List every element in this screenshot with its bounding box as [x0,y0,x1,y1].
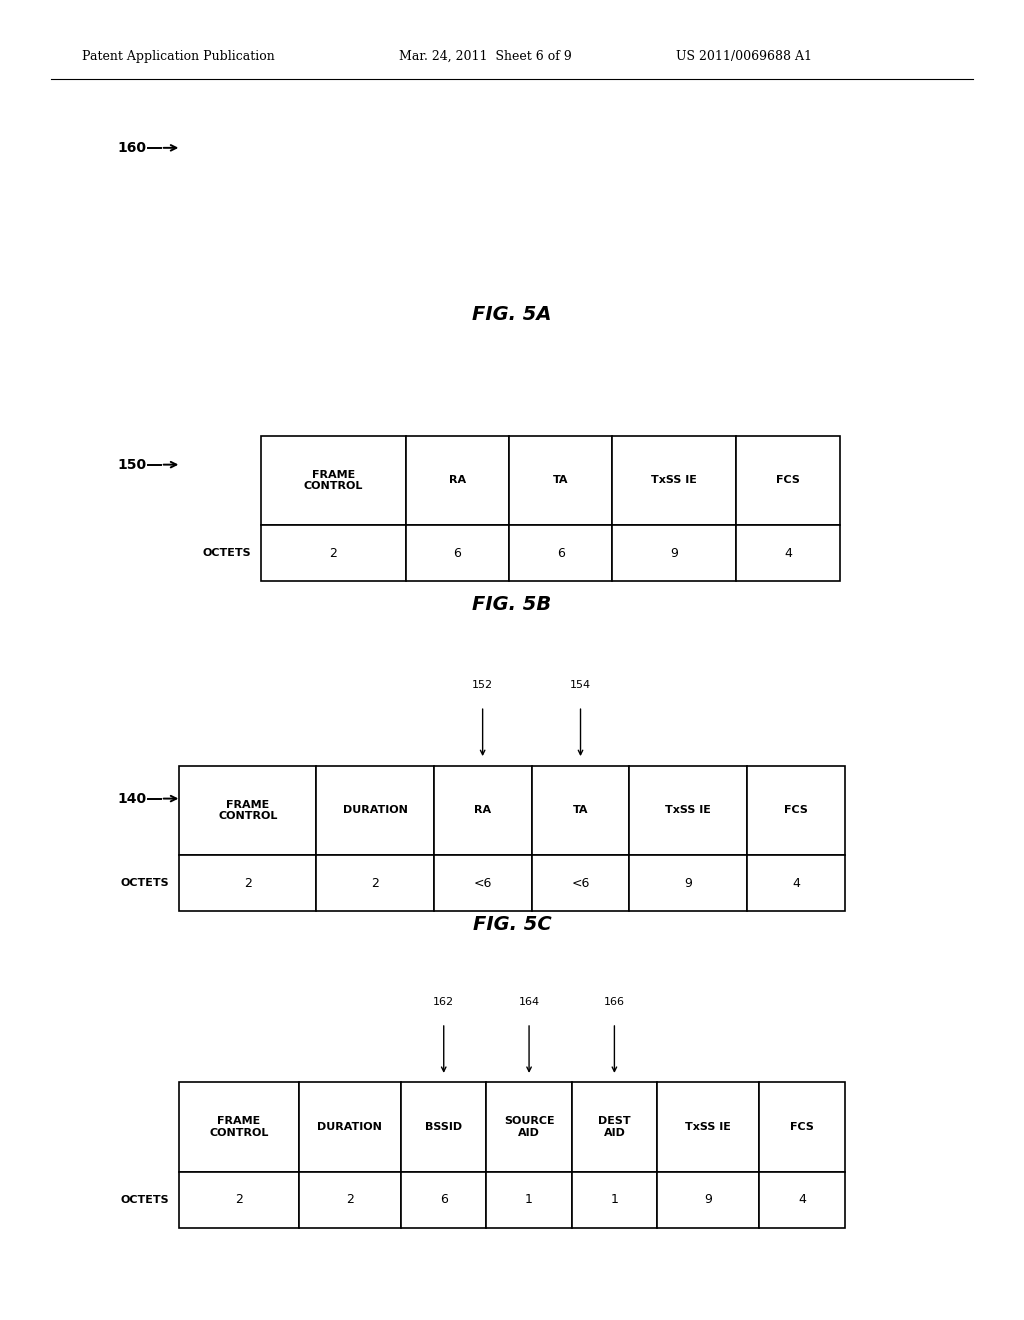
Bar [612,436,736,525]
Text: OCTETS: OCTETS [121,878,169,888]
Text: OCTETS: OCTETS [203,548,251,558]
Text: US 2011/0069688 A1: US 2011/0069688 A1 [676,50,812,63]
Text: <6: <6 [571,876,590,890]
Text: 2: 2 [371,876,379,890]
Text: 4: 4 [784,546,792,560]
Bar [299,1172,401,1228]
Bar [571,1082,657,1172]
Bar [630,766,746,855]
Text: FIG. 5C: FIG. 5C [473,915,551,933]
Text: FRAME
CONTROL: FRAME CONTROL [304,470,364,491]
Text: Patent Application Publication: Patent Application Publication [82,50,274,63]
Text: FRAME
CONTROL: FRAME CONTROL [209,1117,268,1138]
Bar [316,766,434,855]
Bar [401,1172,486,1228]
Bar [261,436,406,525]
Bar [657,1172,760,1228]
Text: TxSS IE: TxSS IE [666,805,711,816]
Bar [261,525,406,581]
Text: 1: 1 [525,1193,534,1206]
Bar [486,1082,571,1172]
Text: FCS: FCS [791,1122,814,1133]
Bar [509,436,612,525]
Text: <6: <6 [473,876,492,890]
Bar [760,1172,845,1228]
Text: SOURCE
AID: SOURCE AID [504,1117,554,1138]
Bar [179,855,316,911]
Text: 6: 6 [439,1193,447,1206]
Text: 140: 140 [118,792,146,805]
Text: BSSID: BSSID [425,1122,462,1133]
Text: 4: 4 [792,876,800,890]
Text: 2: 2 [330,546,337,560]
Text: 9: 9 [705,1193,713,1206]
Bar [736,436,840,525]
Bar [179,766,316,855]
Text: FCS: FCS [776,475,800,486]
Text: TA: TA [572,805,588,816]
Text: FIG. 5B: FIG. 5B [472,595,552,614]
Text: 2: 2 [244,876,252,890]
Bar [736,525,840,581]
Text: TA: TA [553,475,568,486]
Text: TxSS IE: TxSS IE [685,1122,731,1133]
Text: 166: 166 [604,997,625,1007]
Text: 154: 154 [570,680,591,690]
Text: 164: 164 [518,997,540,1007]
Bar [531,766,630,855]
Bar [434,766,531,855]
Text: 152: 152 [472,680,494,690]
Bar [299,1082,401,1172]
Text: DEST
AID: DEST AID [598,1117,631,1138]
Bar [571,1172,657,1228]
Text: 160: 160 [118,141,146,154]
Text: 2: 2 [346,1193,354,1206]
Bar [179,1172,299,1228]
Bar [434,855,531,911]
Bar [612,525,736,581]
Bar [746,855,845,911]
Bar [657,1082,760,1172]
Bar [406,525,509,581]
Text: FIG. 5A: FIG. 5A [472,305,552,323]
Text: 150: 150 [118,458,146,471]
Text: 9: 9 [684,876,692,890]
Bar [509,525,612,581]
Text: Mar. 24, 2011  Sheet 6 of 9: Mar. 24, 2011 Sheet 6 of 9 [399,50,572,63]
Text: 162: 162 [433,997,455,1007]
Bar [531,855,630,911]
Text: 1: 1 [610,1193,618,1206]
Text: FRAME
CONTROL: FRAME CONTROL [218,800,278,821]
Bar [316,855,434,911]
Text: 4: 4 [798,1193,806,1206]
Text: TxSS IE: TxSS IE [651,475,697,486]
Text: DURATION: DURATION [317,1122,382,1133]
Text: RA: RA [449,475,466,486]
Bar [406,436,509,525]
Bar [401,1082,486,1172]
Text: 9: 9 [671,546,678,560]
Bar [760,1082,845,1172]
Text: DURATION: DURATION [342,805,408,816]
Text: 2: 2 [234,1193,243,1206]
Bar [746,766,845,855]
Text: OCTETS: OCTETS [121,1195,169,1205]
Bar [630,855,746,911]
Text: 6: 6 [557,546,564,560]
Text: 6: 6 [454,546,462,560]
Text: RA: RA [474,805,492,816]
Text: FCS: FCS [784,805,808,816]
Bar [179,1082,299,1172]
Bar [486,1172,571,1228]
